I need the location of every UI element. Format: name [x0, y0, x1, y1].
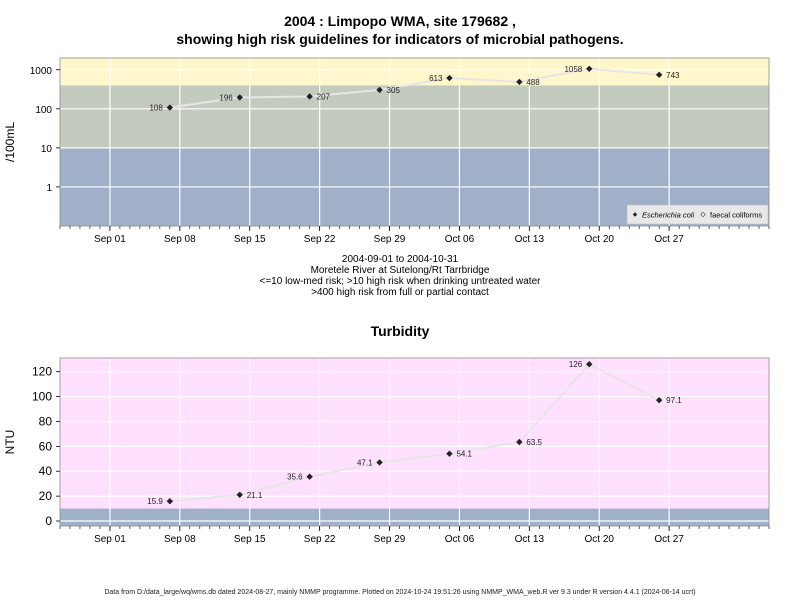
- legend-label-faecal: faecal coliforms: [710, 211, 762, 220]
- risk-band-0: [60, 508, 769, 526]
- data-label: 488: [526, 78, 540, 87]
- x-tick-label: Sep 15: [234, 234, 266, 245]
- turbidity-title: Turbidity: [370, 323, 430, 339]
- data-label: 1058: [564, 65, 582, 74]
- subtitle-guideline-high: >400 high risk from full or partial cont…: [311, 287, 489, 298]
- legend-box: [626, 204, 769, 225]
- data-point: [166, 498, 174, 505]
- y-tick-label: 100: [32, 390, 52, 404]
- x-tick-label: Sep 01: [94, 234, 126, 245]
- x-tick-label: Oct 06: [445, 534, 475, 545]
- x-tick-label: Oct 13: [515, 534, 545, 545]
- chart-title-line1: 2004 : Limpopo WMA, site 179682 ,: [284, 13, 516, 29]
- x-tick-label: Sep 29: [374, 534, 406, 545]
- x-tick-label: Oct 13: [515, 234, 545, 245]
- plot-frame: [59, 57, 770, 227]
- data-label: 305: [387, 86, 401, 95]
- x-tick-label: Oct 27: [654, 534, 684, 545]
- ecoli-chart: 1 10 100 1000 Sep 01 Sep 08 Sep 15 Sep 22 Sep 29…: [3, 57, 770, 245]
- data-label: 743: [666, 71, 680, 80]
- x-tick-label: Sep 01: [94, 534, 126, 545]
- x-tick-label: Sep 22: [304, 534, 336, 545]
- y-tick-label: 1000: [30, 66, 53, 77]
- data-point: [306, 93, 313, 100]
- y-tick-label: 20: [39, 489, 53, 503]
- risk-band-2: [60, 58, 769, 86]
- plot-frame: [59, 357, 770, 527]
- data-point: [306, 473, 313, 480]
- data-point: [655, 396, 663, 404]
- y-tick-label: 60: [39, 439, 53, 453]
- plot-background: [60, 358, 769, 526]
- turbidity-chart: 0 20 40 60 80 100 120 Sep 01 Sep 08 Sep 15 Sep 22 S…: [3, 357, 770, 545]
- data-label: 15.9: [147, 497, 163, 506]
- chart-subtitle: 2004-09-01 to 2004-10-31 Moretele River …: [0, 254, 800, 298]
- x-tick-label: Oct 27: [654, 234, 684, 245]
- x-tick-label: Oct 20: [585, 534, 615, 545]
- data-label: 207: [317, 92, 331, 101]
- legend-marker-faecal: [700, 211, 706, 218]
- data-label: 35.6: [287, 473, 303, 482]
- y-tick-label: 120: [32, 365, 52, 379]
- chart-title-line2: showing high risk guidelines for indicat…: [176, 31, 624, 47]
- data-label: 47.1: [357, 458, 373, 467]
- y-axis-label: NTU: [3, 430, 17, 455]
- data-label: 613: [429, 74, 443, 83]
- data-label: 54.1: [456, 450, 472, 459]
- data-point: [376, 86, 383, 94]
- data-point: [376, 459, 383, 466]
- y-tick-label: 10: [41, 144, 53, 155]
- x-tick-label: Oct 20: [585, 234, 615, 245]
- subtitle-date-range: 2004-09-01 to 2004-10-31: [341, 254, 459, 265]
- x-tick-label: Oct 06: [445, 234, 475, 245]
- x-tick-label: Sep 22: [304, 234, 336, 245]
- y-tick-label: 40: [39, 464, 53, 478]
- y-tick-label: 80: [39, 414, 53, 428]
- data-point: [446, 450, 453, 457]
- data-label: 108: [149, 104, 163, 113]
- legend-label-ecoli: Escherichia coli: [642, 211, 694, 220]
- y-tick-label: 100: [35, 105, 52, 116]
- data-point: [166, 104, 174, 111]
- subtitle-site-name: Moretele River at Sutelong/Rt Tarrbridge: [310, 265, 490, 276]
- data-point: [236, 491, 243, 498]
- legend-marker-ecoli: [632, 212, 638, 217]
- data-label: 97.1: [666, 396, 682, 405]
- x-tick-label: Sep 08: [164, 234, 196, 245]
- data-point: [655, 71, 663, 78]
- data-point: [586, 361, 593, 368]
- subtitle-guideline-low: <=10 low-med risk; >10 high risk when dr…: [259, 276, 541, 287]
- x-tick-label: Sep 15: [234, 534, 266, 545]
- series-line: [169, 362, 660, 503]
- series-line: [169, 67, 660, 109]
- data-point: [516, 78, 523, 86]
- x-tick-label: Sep 08: [164, 534, 196, 545]
- data-label: 63.5: [526, 438, 542, 447]
- footer-note: Data from D:/data_large/wq/wms.db dated …: [104, 589, 696, 596]
- data-point: [516, 438, 523, 446]
- y-axis-label: /100mL: [3, 122, 17, 162]
- data-label: 21.1: [247, 491, 263, 500]
- y-tick-label: 0: [45, 514, 52, 528]
- x-tick-label: Sep 29: [374, 234, 406, 245]
- data-point: [236, 94, 243, 101]
- risk-band-1: [60, 85, 769, 148]
- data-label: 126: [569, 360, 583, 369]
- data-label: 196: [219, 93, 233, 102]
- y-tick-label: 1: [46, 183, 52, 194]
